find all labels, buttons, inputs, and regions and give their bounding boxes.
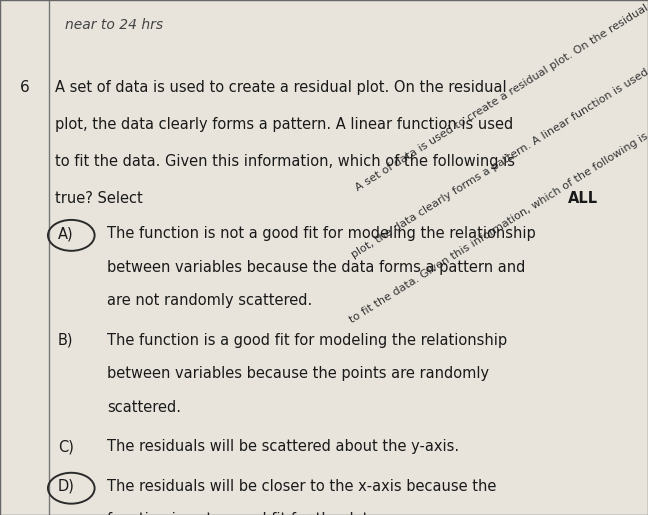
Text: between variables because the points are randomly: between variables because the points are…	[107, 366, 489, 381]
Text: plot, the data clearly forms a pattern. A linear function is used: plot, the data clearly forms a pattern. …	[55, 117, 513, 132]
Text: B): B)	[58, 333, 73, 348]
Text: are not randomly scattered.: are not randomly scattered.	[107, 293, 312, 308]
Text: scattered.: scattered.	[107, 400, 181, 415]
Text: 6: 6	[19, 80, 30, 95]
Text: D): D)	[58, 479, 75, 494]
Text: ALL: ALL	[568, 191, 598, 206]
Text: The residuals will be closer to the x-axis because the: The residuals will be closer to the x-ax…	[107, 479, 496, 494]
Text: between variables because the data forms a pattern and: between variables because the data forms…	[107, 260, 526, 274]
Text: A set of data is used to create a residual plot. On the residual: A set of data is used to create a residu…	[354, 3, 648, 193]
Text: The function is not a good fit for modeling the relationship: The function is not a good fit for model…	[107, 226, 536, 241]
Text: The function is a good fit for modeling the relationship: The function is a good fit for modeling …	[107, 333, 507, 348]
Text: A): A)	[58, 226, 73, 241]
Text: A set of data is used to create a residual plot. On the residual: A set of data is used to create a residu…	[55, 80, 507, 95]
Text: The residuals will be scattered about the y-axis.: The residuals will be scattered about th…	[107, 439, 459, 454]
Text: C): C)	[58, 439, 73, 454]
Text: true? Select: true? Select	[55, 191, 148, 206]
Text: near to 24 hrs: near to 24 hrs	[65, 18, 163, 32]
Text: plot, the data clearly forms a pattern. A linear function is used: plot, the data clearly forms a pattern. …	[349, 67, 648, 260]
Text: to fit the data. Given this information, which of the following is: to fit the data. Given this information,…	[55, 154, 515, 169]
Text: function is not a good fit for the data.: function is not a good fit for the data.	[107, 512, 382, 515]
Text: to fit the data. Given this information, which of the following is: to fit the data. Given this information,…	[348, 131, 648, 325]
